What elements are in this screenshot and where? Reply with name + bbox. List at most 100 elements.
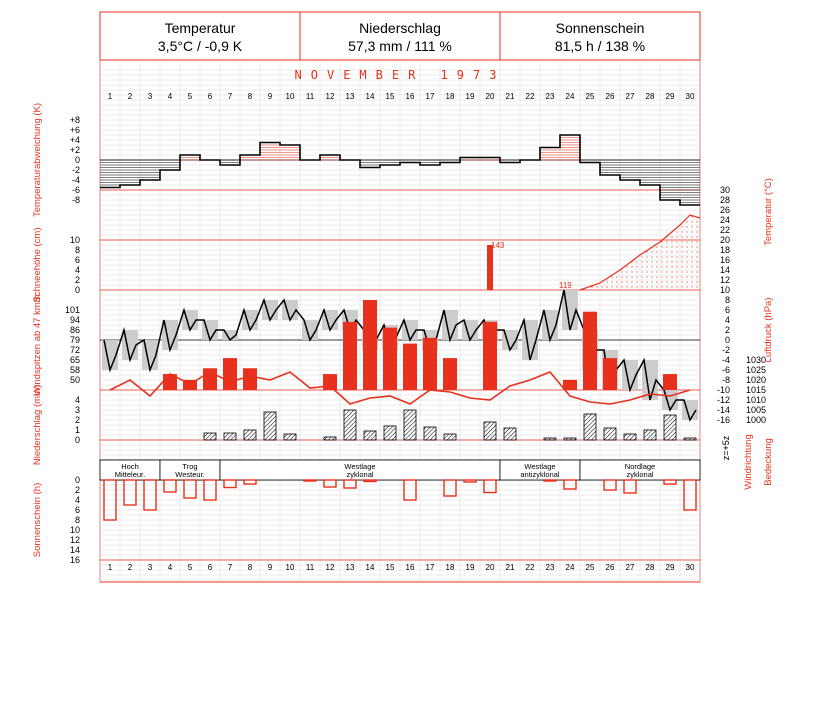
tick-wind: 65 <box>70 355 80 365</box>
day-label: 17 <box>426 92 435 101</box>
wind-bar <box>423 337 437 390</box>
day-label: 18 <box>446 92 455 101</box>
day-label: 2 <box>128 563 133 572</box>
day-labels-top: 1 2 3 4 5 6 7 8 9 10 11 12 13 14 15 16 17 18 19 20 21 22 23 24 2… <box>108 92 695 101</box>
precip-bar <box>663 414 677 441</box>
axis-label-precip: Niederschlag (mm) <box>32 385 43 465</box>
wind-bar <box>323 374 337 390</box>
wind-series <box>163 300 677 390</box>
day-label: 26 <box>606 563 615 572</box>
tick-snow: 10 <box>70 235 80 245</box>
day-label: 3 <box>148 92 153 101</box>
day-label: 6 <box>208 563 213 572</box>
day-label: 29 <box>666 563 675 572</box>
wind-bar <box>343 321 357 390</box>
day-label: 1 <box>108 92 113 101</box>
day-label: 2 <box>128 92 133 101</box>
precip-bar <box>503 427 517 441</box>
axis-label-temp-anomaly: Temperaturabweichung (K) <box>32 103 43 217</box>
precip-bar <box>423 426 437 441</box>
wind-bar <box>583 311 597 390</box>
header-temperature-value: 3,5°C / -0,9 K <box>158 38 243 54</box>
day-label: 25 <box>586 92 595 101</box>
precip-bar <box>383 425 397 441</box>
precip-bar <box>643 429 657 441</box>
day-label: 22 <box>526 92 535 101</box>
tick-temp-anomaly: +8 <box>70 115 80 125</box>
sunshine-bar <box>323 479 337 488</box>
precip-bar <box>403 409 417 441</box>
wind-bar <box>223 358 237 390</box>
snow-bar <box>487 245 493 290</box>
day-label: 13 <box>346 563 355 572</box>
tick-temperature: -16 <box>717 415 730 425</box>
tick-temperature: 18 <box>720 245 730 255</box>
tick-temperature: -10 <box>717 385 730 395</box>
tick-temperature: 4 <box>725 315 730 325</box>
tick-temperature: 30 <box>720 185 730 195</box>
day-label: 11 <box>306 92 315 101</box>
tick-temperature: 22 <box>720 225 730 235</box>
sunshine-bar <box>543 479 557 482</box>
tick-precip: 4 <box>75 395 80 405</box>
tick-temperature: -8 <box>722 375 730 385</box>
pressure-series <box>109 371 691 405</box>
day-label: 21 <box>506 563 515 572</box>
tick-wind: 101 <box>65 305 80 315</box>
header-temperature-title: Temperatur <box>165 20 236 36</box>
axis-ticks: +8+6+4+20-2-4-6-810864201019486797265585… <box>65 115 766 565</box>
sunshine-bar <box>343 479 357 489</box>
day-label: 14 <box>366 563 375 572</box>
tick-sun: 6 <box>75 505 80 515</box>
tick-temp-anomaly: -4 <box>72 175 80 185</box>
tick-precip: 1 <box>75 425 80 435</box>
day-label: 3 <box>148 563 153 572</box>
tick-pressure: 1010 <box>746 395 766 405</box>
day-label: 23 <box>546 563 555 572</box>
precip-bar <box>243 429 257 441</box>
precip-bar <box>563 437 577 441</box>
tick-sun: 8 <box>75 515 80 525</box>
tick-temp-anomaly: 0 <box>75 155 80 165</box>
weather-pattern-label: Westlage <box>524 462 555 471</box>
precip-bar <box>323 436 337 441</box>
wind-bar <box>363 300 377 390</box>
tick-wind: 86 <box>70 325 80 335</box>
wind-bar <box>663 374 677 390</box>
precip-bar <box>363 430 377 441</box>
day-label: 5 <box>188 92 193 101</box>
header-precip-value: 57,3 mm / 111 % <box>348 38 452 54</box>
anomaly-step-line <box>100 134 700 206</box>
tick-snow: 4 <box>75 265 80 275</box>
day-label: 17 <box>426 563 435 572</box>
sunshine-bar <box>563 479 577 490</box>
weather-pattern-label: Mitteleur. <box>115 470 145 479</box>
tick-wind: 79 <box>70 335 80 345</box>
day-label: 20 <box>486 563 495 572</box>
wind-bar <box>483 321 497 390</box>
weather-pattern-label: Westlage <box>344 462 375 471</box>
tick-snow: 2 <box>75 275 80 285</box>
weather-pattern-row: HochMitteleur.TrogWesteur.Westlagezyklon… <box>99 459 701 481</box>
sunshine-bar <box>243 479 257 485</box>
day-label: 7 <box>228 92 233 101</box>
sunshine-bar <box>443 479 457 497</box>
wind-bar <box>243 368 257 390</box>
tick-temperature: 6 <box>725 305 730 315</box>
tick-sun: 0 <box>75 475 80 485</box>
header-precip-title: Niederschlag <box>359 20 441 36</box>
day-label: 8 <box>248 563 253 572</box>
wind-bar <box>563 379 577 390</box>
sunshine-bar <box>483 479 497 494</box>
precip-bar <box>283 433 297 441</box>
precip-bar <box>343 409 357 441</box>
tick-pressure: 1015 <box>746 385 766 395</box>
tick-pressure: 1025 <box>746 365 766 375</box>
day-label: 19 <box>466 563 475 572</box>
day-labels-bottom: 1 2 3 4 5 6 7 8 9 10 11 12 13 14 15 16 17 18 19 20 21 22 23 24 2… <box>108 563 695 572</box>
axis-label-pressure-right: Luftdruck (hPa) <box>763 298 774 363</box>
day-label: 21 <box>506 92 515 101</box>
tick-wind: 50 <box>70 375 80 385</box>
tick-temp-anomaly: -6 <box>72 185 80 195</box>
